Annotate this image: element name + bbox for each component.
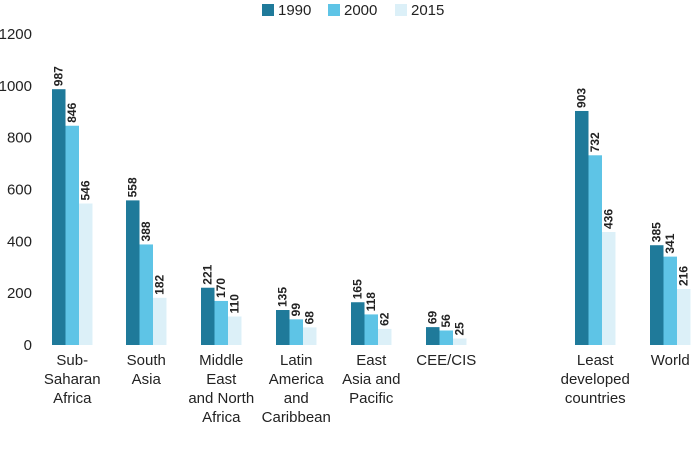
data-label-2000-1: 388: [139, 221, 153, 241]
category-label: CEE/CIS: [416, 352, 476, 369]
category-label: Latin: [280, 352, 313, 369]
legend-label-1990: 1990: [278, 2, 311, 19]
bar-2000-0: [65, 125, 79, 346]
data-label-2000-6: 732: [588, 132, 602, 152]
data-label-2000-0: 846: [65, 102, 79, 122]
category-label: Least: [577, 352, 615, 369]
bar-1990-0: [52, 89, 66, 345]
category-label: Pacific: [349, 390, 394, 407]
bar-1990-2: [201, 287, 215, 345]
data-label-2000-4: 118: [364, 292, 378, 312]
bar-1990-4: [351, 302, 365, 345]
bar-2000-6: [588, 155, 602, 345]
category-label: Asia and: [342, 371, 400, 388]
y-tick-label: 400: [7, 233, 32, 250]
y-tick-label: 200: [7, 285, 32, 302]
category-label: Saharan: [44, 371, 101, 388]
y-tick-label: 1200: [0, 26, 32, 43]
data-label-1990-3: 135: [276, 287, 290, 307]
data-label-2015-3: 68: [303, 311, 317, 325]
bar-2015-0: [79, 203, 93, 345]
category-label: Caribbean: [262, 409, 331, 426]
y-tick-label: 600: [7, 182, 32, 199]
bar-2000-3: [289, 319, 303, 345]
bar-2000-1: [139, 244, 153, 345]
category-label: Sub-: [56, 352, 88, 369]
data-label-2015-5: 25: [453, 322, 467, 336]
data-label-2000-5: 56: [439, 314, 453, 328]
bar-1990-3: [276, 310, 290, 345]
y-tick-label: 0: [24, 337, 32, 354]
category-label: and: [284, 390, 309, 407]
y-tick-label: 1000: [0, 78, 32, 95]
bar-2000-7: [663, 256, 677, 345]
category-label: South: [127, 352, 166, 369]
bar-1990-6: [575, 110, 589, 345]
data-label-1990-1: 558: [126, 177, 140, 197]
legend-label-2015: 2015: [411, 2, 444, 19]
category-label: Asia: [132, 371, 162, 388]
category-label: Africa: [53, 390, 92, 407]
bar-2000-2: [214, 300, 228, 345]
data-label-1990-7: 385: [650, 222, 664, 242]
bar-2015-5: [453, 338, 467, 345]
bar-2015-2: [228, 316, 242, 345]
data-label-2015-6: 436: [602, 209, 616, 229]
data-label-2000-2: 170: [214, 278, 228, 298]
bars: [52, 89, 691, 346]
data-label-2000-7: 341: [663, 233, 677, 253]
category-labels: Sub- Saharan Africa South Asia Middle East and …: [44, 352, 690, 426]
y-axis: 0 200 400 600 800 1000 1200: [0, 26, 32, 354]
category-label: World: [651, 352, 690, 369]
data-label-2015-4: 62: [378, 312, 392, 326]
category-label: America: [269, 371, 325, 388]
data-label-2000-3: 99: [289, 303, 303, 317]
bar-2015-1: [153, 297, 167, 345]
legend-swatch-2000: [328, 4, 340, 16]
category-label: East: [356, 352, 387, 369]
bar-2000-4: [364, 314, 378, 345]
category-label: developed: [561, 371, 630, 388]
bar-1990-7: [650, 245, 664, 345]
data-labels: 987 558 221 135 165 69 903 385 846 388 170 99 118 56 7…: [52, 66, 691, 336]
bar-2015-7: [677, 289, 691, 345]
bar-2000-5: [439, 330, 453, 345]
legend-swatch-2015: [395, 4, 407, 16]
category-label: and North: [188, 390, 254, 407]
category-label: Middle: [199, 352, 243, 369]
y-tick-label: 800: [7, 130, 32, 147]
data-label-2015-1: 182: [153, 274, 167, 294]
data-label-1990-2: 221: [201, 264, 215, 284]
data-label-1990-5: 69: [426, 310, 440, 324]
data-label-2015-7: 216: [677, 266, 691, 286]
legend: 1990 2000 2015: [262, 2, 444, 19]
data-label-1990-0: 987: [52, 66, 66, 86]
bar-1990-1: [126, 200, 140, 345]
bar-1990-5: [426, 327, 440, 345]
category-label: Africa: [202, 409, 241, 426]
bar-2015-4: [378, 328, 392, 345]
legend-swatch-1990: [262, 4, 274, 16]
bar-2015-3: [303, 327, 317, 345]
bar-2015-6: [602, 232, 616, 345]
category-label: countries: [565, 390, 626, 407]
data-label-2015-2: 110: [228, 294, 242, 314]
data-label-1990-6: 903: [575, 88, 589, 108]
data-label-2015-0: 546: [79, 180, 93, 200]
legend-label-2000: 2000: [344, 2, 377, 19]
data-label-1990-4: 165: [351, 279, 365, 299]
category-label: East: [206, 371, 237, 388]
